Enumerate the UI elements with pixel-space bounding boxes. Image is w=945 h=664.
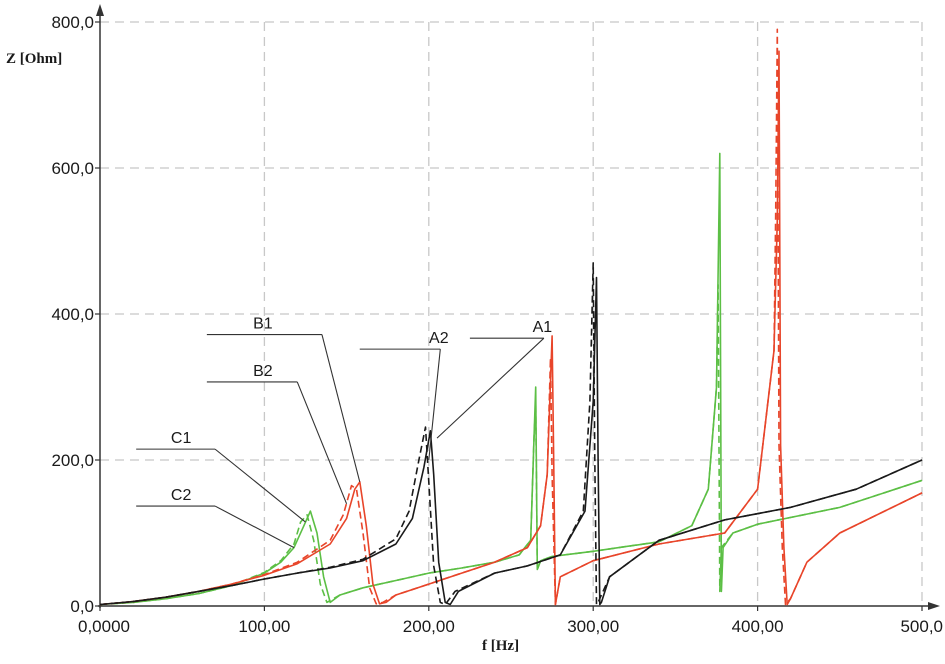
series-line-c1 — [99, 152, 923, 606]
y-tick-label-1: 200,0 — [51, 451, 94, 470]
y-tick-label-2: 400,0 — [51, 305, 94, 324]
callout-label-a2: A2 — [429, 330, 449, 347]
callout-leader-b2 — [296, 381, 348, 505]
callout-leader-a1 — [436, 337, 545, 439]
callouts: A1 A2 B1 B2 C1 C2 — [136, 316, 553, 549]
y-tick-label-0: 0,0 — [70, 597, 94, 616]
callout-label-a1: A1 — [533, 319, 553, 336]
callout-leader-c1 — [214, 448, 306, 523]
x-tick-label-5: 500,0 — [900, 617, 943, 636]
x-tick-label-0: 0,0000 — [78, 617, 130, 636]
series-line-c2 — [99, 283, 923, 606]
y-axis-title: Z [Ohm] — [6, 51, 62, 67]
callout-label-b2: B2 — [253, 363, 273, 380]
y-tick-label-4: 800,0 — [51, 13, 94, 32]
callout-leader-b1 — [321, 334, 361, 483]
callout-leader-a2 — [428, 349, 441, 461]
series-line-a2 — [99, 262, 923, 606]
axes — [95, 4, 940, 611]
y-axis-arrow — [96, 4, 104, 16]
callout-leader-c2 — [214, 505, 295, 549]
callout-label-c2: C2 — [171, 487, 192, 504]
x-tick-label-2: 200,00 — [403, 617, 455, 636]
callout-label-c1: C1 — [171, 430, 192, 447]
x-tick-label-4: 400,00 — [732, 617, 784, 636]
callout-label-b1: B1 — [253, 316, 273, 333]
x-tick-label-1: 100,00 — [238, 617, 290, 636]
series-line-b2 — [99, 28, 923, 606]
x-axis-title: f [Hz] — [482, 638, 519, 654]
tick-labels: 0,0000 100,00 200,00 300,00 400,00 500,0 0,0 20… — [51, 13, 943, 636]
x-tick-label-3: 300,00 — [567, 617, 619, 636]
series-line-b1 — [99, 50, 923, 606]
series-layer — [99, 28, 923, 606]
x-axis-arrow — [928, 602, 940, 610]
y-tick-label-3: 600,0 — [51, 159, 94, 178]
grid — [100, 21, 923, 606]
